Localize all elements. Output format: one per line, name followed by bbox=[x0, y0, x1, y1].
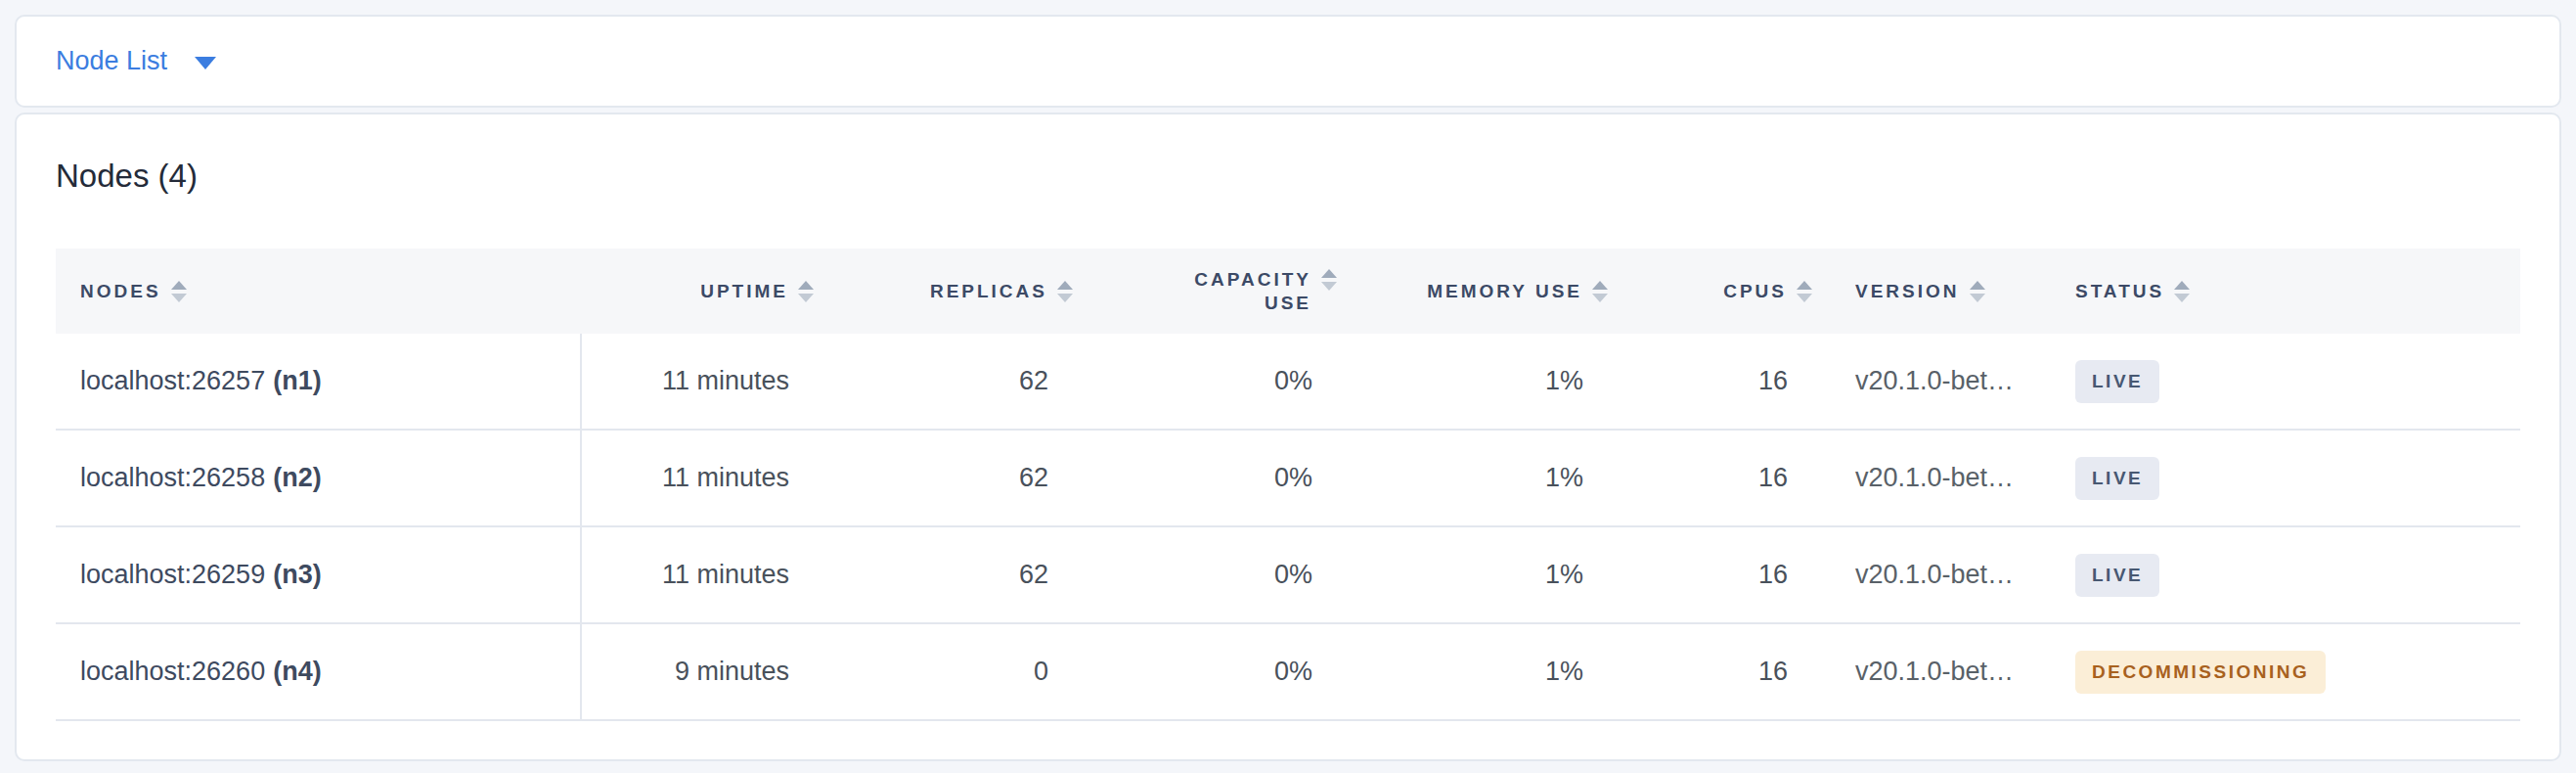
node-address: localhost:26259 bbox=[80, 560, 265, 590]
status-badge: LIVE bbox=[2075, 457, 2159, 500]
node-address-cell[interactable]: localhost:26257 (n1) bbox=[56, 334, 582, 429]
replicas-cell: 62 bbox=[815, 527, 1074, 622]
table-row: localhost:26257 (n1) 11 minutes 62 0% 1%… bbox=[56, 334, 2520, 431]
replicas-cell: 62 bbox=[815, 431, 1074, 525]
capacity-use-cell: 0% bbox=[1074, 624, 1338, 719]
nodes-table: NODES UPTIME REPLICAS CAPACITY USE MEMOR… bbox=[56, 249, 2520, 721]
column-header-memory-use[interactable]: MEMORY USE bbox=[1338, 249, 1609, 334]
view-selector-card: Node List bbox=[15, 15, 2561, 108]
column-header-nodes[interactable]: NODES bbox=[56, 249, 582, 334]
status-cell: LIVE bbox=[2052, 431, 2520, 525]
view-dropdown-label: Node List bbox=[56, 46, 167, 76]
nodes-card: Nodes (4) NODES UPTIME REPLICAS CAPACITY… bbox=[15, 113, 2561, 761]
column-header-status[interactable]: STATUS bbox=[2052, 249, 2520, 334]
sort-icon bbox=[1056, 280, 1074, 303]
sort-icon bbox=[1796, 280, 1813, 303]
uptime-cell: 9 minutes bbox=[582, 624, 815, 719]
cpus-cell: 16 bbox=[1609, 624, 1813, 719]
sort-icon bbox=[797, 280, 815, 303]
node-address-cell[interactable]: localhost:26259 (n3) bbox=[56, 527, 582, 622]
node-id: (n3) bbox=[273, 560, 322, 590]
node-address-cell[interactable]: localhost:26258 (n2) bbox=[56, 431, 582, 525]
status-badge: LIVE bbox=[2075, 554, 2159, 597]
view-dropdown[interactable]: Node List bbox=[56, 46, 216, 76]
table-row: localhost:26258 (n2) 11 minutes 62 0% 1%… bbox=[56, 431, 2520, 527]
node-address: localhost:26257 bbox=[80, 366, 265, 396]
uptime-cell: 11 minutes bbox=[582, 334, 815, 429]
node-address-cell[interactable]: localhost:26260 (n4) bbox=[56, 624, 582, 719]
sort-icon bbox=[1969, 280, 1986, 303]
version-cell: v20.1.0-bet… bbox=[1813, 624, 2052, 719]
status-badge: DECOMMISSIONING bbox=[2075, 651, 2326, 694]
page-title: Nodes (4) bbox=[56, 154, 2520, 199]
sort-icon bbox=[1320, 268, 1338, 292]
page: Node List Nodes (4) NODES UPTIME REPLICA… bbox=[0, 0, 2576, 773]
column-header-capacity-use[interactable]: CAPACITY USE bbox=[1074, 249, 1338, 334]
column-header-cpus[interactable]: CPUS bbox=[1609, 249, 1813, 334]
cpus-cell: 16 bbox=[1609, 334, 1813, 429]
version-cell: v20.1.0-bet… bbox=[1813, 431, 2052, 525]
column-header-replicas[interactable]: REPLICAS bbox=[815, 249, 1074, 334]
node-address: localhost:26258 bbox=[80, 463, 265, 493]
sort-icon bbox=[170, 280, 188, 303]
uptime-cell: 11 minutes bbox=[582, 527, 815, 622]
table-header-row: NODES UPTIME REPLICAS CAPACITY USE MEMOR… bbox=[56, 249, 2520, 334]
replicas-cell: 62 bbox=[815, 334, 1074, 429]
version-cell: v20.1.0-bet… bbox=[1813, 334, 2052, 429]
status-cell: LIVE bbox=[2052, 527, 2520, 622]
node-id: (n1) bbox=[273, 366, 322, 396]
memory-use-cell: 1% bbox=[1338, 527, 1609, 622]
status-badge: LIVE bbox=[2075, 360, 2159, 403]
column-header-uptime[interactable]: UPTIME bbox=[582, 249, 815, 334]
capacity-use-cell: 0% bbox=[1074, 527, 1338, 622]
replicas-cell: 0 bbox=[815, 624, 1074, 719]
memory-use-cell: 1% bbox=[1338, 334, 1609, 429]
version-cell: v20.1.0-bet… bbox=[1813, 527, 2052, 622]
capacity-use-cell: 0% bbox=[1074, 431, 1338, 525]
node-address: localhost:26260 bbox=[80, 657, 265, 687]
sort-icon bbox=[1591, 280, 1609, 303]
caret-down-icon bbox=[195, 57, 216, 69]
sort-icon bbox=[2173, 280, 2191, 303]
table-row: localhost:26260 (n4) 9 minutes 0 0% 1% 1… bbox=[56, 624, 2520, 721]
memory-use-cell: 1% bbox=[1338, 624, 1609, 719]
memory-use-cell: 1% bbox=[1338, 431, 1609, 525]
column-header-version[interactable]: VERSION bbox=[1813, 249, 2052, 334]
node-id: (n2) bbox=[273, 463, 322, 493]
cpus-cell: 16 bbox=[1609, 527, 1813, 622]
capacity-use-cell: 0% bbox=[1074, 334, 1338, 429]
cpus-cell: 16 bbox=[1609, 431, 1813, 525]
uptime-cell: 11 minutes bbox=[582, 431, 815, 525]
table-row: localhost:26259 (n3) 11 minutes 62 0% 1%… bbox=[56, 527, 2520, 624]
node-id: (n4) bbox=[273, 657, 322, 687]
status-cell: DECOMMISSIONING bbox=[2052, 624, 2520, 719]
status-cell: LIVE bbox=[2052, 334, 2520, 429]
